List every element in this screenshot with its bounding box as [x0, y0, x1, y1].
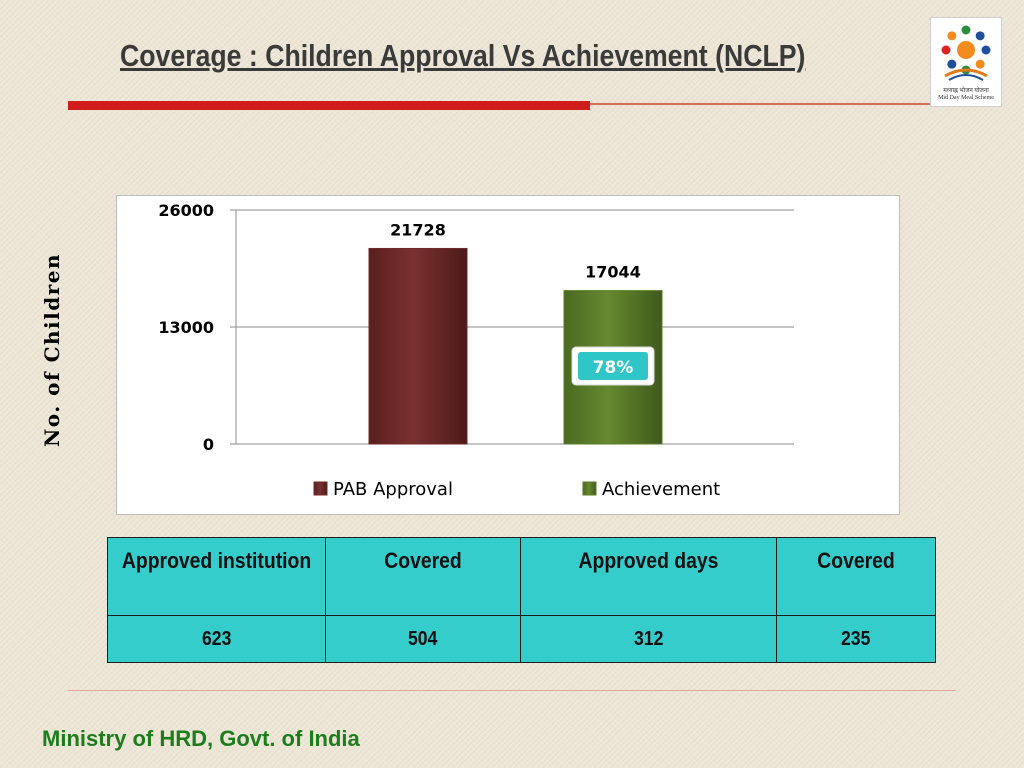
y-tick-label: 0	[203, 435, 214, 454]
table-cell-covered-days: 235	[776, 615, 936, 663]
logo-hindi-text: मध्याह्न भोजन योजना	[943, 88, 989, 94]
chart-container: 0 13000 26000 21728 17044 78% PAB Approval Achi…	[116, 195, 900, 515]
table-header-covered: Covered	[325, 537, 521, 616]
data-label: 17044	[585, 263, 641, 282]
logo-figure	[975, 31, 985, 41]
y-axis-title: No. of Children	[40, 252, 64, 448]
legend-swatch	[313, 481, 328, 496]
bar-pab-approval	[368, 247, 468, 445]
footer-rule	[68, 690, 956, 691]
bar-chart: 0 13000 26000 21728 17044 78% PAB Approval Achi…	[158, 201, 794, 500]
percent-badge	[578, 352, 648, 380]
logo-emblem	[941, 25, 991, 81]
table-cell-approved-days: 312	[519, 615, 778, 663]
legend-swatch	[582, 481, 597, 496]
table-header-approved-institution: Approved institution	[106, 537, 327, 616]
coverage-table: Approved institution Covered Approved da…	[106, 537, 936, 663]
logo-figure	[975, 59, 985, 69]
logo-book-arc	[944, 68, 988, 78]
footer-text: Ministry of HRD, Govt. of India	[42, 726, 360, 751]
logo-figure	[941, 45, 951, 55]
table-row: 623 504 312 235	[106, 615, 936, 663]
title-rule-thin	[590, 103, 930, 105]
logo-figure	[981, 45, 991, 55]
legend-label: PAB Approval	[333, 479, 453, 500]
logo-book-arc-2	[948, 74, 984, 81]
logo-figure	[947, 59, 957, 69]
y-tick-label: 26000	[158, 201, 214, 220]
legend-label: Achievement	[602, 479, 720, 500]
title-rule-thick	[68, 101, 590, 110]
table-header-approved-days: Approved days	[519, 537, 778, 616]
table-header-covered-days: Covered	[776, 537, 936, 616]
logo-center-sun	[957, 41, 975, 59]
slide-title: Coverage : Children Approval Vs Achievem…	[120, 38, 806, 73]
table-cell-covered: 504	[325, 615, 521, 663]
logo-figure	[947, 31, 957, 41]
data-label: 21728	[390, 220, 446, 239]
logo-english-text: Mid Day Meal Scheme	[938, 95, 994, 101]
table-header-row: Approved institution Covered Approved da…	[106, 537, 936, 616]
mid-day-meal-logo-icon: मध्याह्न भोजन योजना Mid Day Meal Scheme	[930, 17, 1002, 107]
table-cell-approved-institution: 623	[106, 615, 327, 663]
y-tick-label: 13000	[158, 318, 214, 337]
logo-figure	[961, 25, 971, 35]
percent-badge-label: 78%	[593, 358, 634, 378]
